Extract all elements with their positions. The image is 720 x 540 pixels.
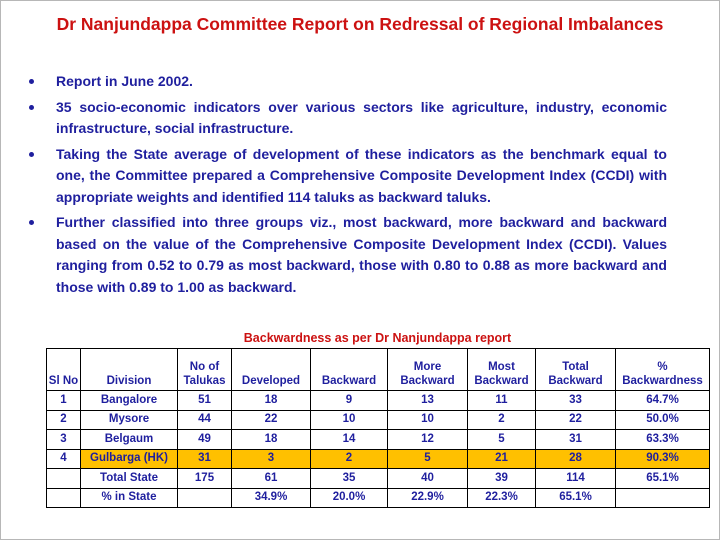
table-row: 3 Belgaum 49 18 14 12 5 31 63.3% — [46, 429, 710, 450]
bullet-text: Further classified into three groups viz… — [56, 214, 667, 295]
table-cell: 65.1% — [615, 468, 710, 489]
table-cell: 3 — [231, 448, 311, 469]
table-cell: 21 — [467, 448, 536, 469]
table-cell: 3 — [46, 429, 81, 450]
table-cell: 5 — [387, 448, 468, 469]
table-cell: 22 — [535, 409, 616, 430]
table-cell: 50.0% — [615, 409, 710, 430]
table-cell: 22 — [231, 409, 311, 430]
column-header: No of Talukas — [177, 348, 232, 391]
table-cell: Mysore — [80, 409, 178, 430]
table-cell: Total State — [80, 468, 178, 489]
table-cell: 90.3% — [615, 448, 710, 469]
column-header: Total Backward — [535, 348, 616, 391]
table-cell: 18 — [231, 390, 311, 411]
table-cell: 34.9% — [231, 487, 311, 508]
table-caption: Backwardness as per Dr Nanjundappa repor… — [243, 331, 512, 345]
table-cell: 2 — [467, 409, 536, 430]
bullet-icon — [29, 151, 34, 157]
slide-title: Dr Nanjundappa Committee Report on Redre… — [56, 14, 664, 34]
column-header: Most Backward — [467, 348, 536, 391]
table-cell: 11 — [467, 390, 536, 411]
table-row: 2 Mysore 44 22 10 10 2 22 50.0% — [46, 409, 710, 430]
table-cell: 2 — [310, 448, 388, 469]
bullet-icon — [29, 79, 34, 84]
column-header: % Backwardness — [615, 348, 710, 391]
table-cell: 10 — [387, 409, 468, 430]
table-cell: Bangalore — [80, 390, 178, 411]
table-header-row: Sl No Division No of Talukas Developed Backw… — [46, 348, 710, 391]
table-cell: 31 — [535, 429, 616, 450]
table-cell: 65.1% — [535, 487, 616, 508]
table-cell — [615, 487, 710, 508]
table-row: 4 Gulbarga (HK) 31 3 2 5 21 28 90.3% — [46, 448, 710, 469]
table-cell: 22.3% — [467, 487, 536, 508]
bullet-item: Report in June 2002. — [29, 71, 667, 93]
bullet-text: Report in June 2002. — [56, 73, 193, 89]
table-row: 1 Bangalore 51 18 9 13 11 33 64.7% — [46, 390, 710, 411]
table-cell: 31 — [177, 448, 232, 469]
bullet-item: Taking the State average of development … — [29, 144, 667, 209]
table-cell: 114 — [535, 468, 616, 489]
table-cell: % in State — [80, 487, 178, 508]
table-cell: 5 — [467, 429, 536, 450]
table-cell: 4 — [46, 448, 81, 469]
table-cell: 1 — [46, 390, 81, 411]
column-header: More Backward — [387, 348, 468, 391]
table-row: % in State 34.9% 20.0% 22.9% 22.3% 65.1% — [46, 487, 710, 508]
table-cell: 20.0% — [310, 487, 388, 508]
table-body: 1 Bangalore 51 18 9 13 11 33 64.7% 2 Mysore 44 22 10 1… — [46, 390, 710, 508]
column-header: Division — [80, 348, 178, 391]
table-cell: 49 — [177, 429, 232, 450]
column-header: Developed — [231, 348, 311, 391]
table-cell: 28 — [535, 448, 616, 469]
table-cell: 51 — [177, 390, 232, 411]
backwardness-table: Sl No Division No of Talukas Developed Backw… — [46, 348, 710, 508]
bullet-text: Taking the State average of development … — [56, 145, 667, 205]
bullet-icon — [29, 220, 34, 225]
table-cell: 13 — [387, 390, 468, 411]
bullet-item: 35 socio-economic indicators over variou… — [29, 97, 667, 140]
table-cell: Gulbarga (HK) — [80, 448, 178, 469]
table-cell: 39 — [467, 468, 536, 489]
table-cell: 40 — [387, 468, 468, 489]
bullet-item: Further classified into three groups viz… — [29, 212, 667, 298]
table-cell: 18 — [231, 429, 311, 450]
table-cell: 33 — [535, 390, 616, 411]
bullet-icon — [29, 104, 34, 110]
table-cell — [177, 487, 232, 508]
table-cell — [46, 468, 81, 489]
table-cell: 175 — [177, 468, 232, 489]
table-cell: 44 — [177, 409, 232, 430]
table-cell: 64.7% — [615, 390, 710, 411]
table-cell: 12 — [387, 429, 468, 450]
table-cell: Belgaum — [80, 429, 178, 450]
table-cell: 10 — [310, 409, 388, 430]
table-cell: 35 — [310, 468, 388, 489]
column-header: Backward — [310, 348, 388, 391]
table-cell: 22.9% — [387, 487, 468, 508]
table-cell — [46, 487, 81, 508]
table-cell: 9 — [310, 390, 388, 411]
table-cell: 61 — [231, 468, 311, 489]
bullet-text: 35 socio-economic indicators over variou… — [56, 98, 667, 137]
column-header: Sl No — [46, 348, 81, 391]
table-cell: 14 — [310, 429, 388, 450]
table-cell: 2 — [46, 409, 81, 430]
table-cell: 63.3% — [615, 429, 710, 450]
table-row: Total State 175 61 35 40 39 114 65.1% — [46, 468, 710, 489]
bullet-list: Report in June 2002. 35 socio-economic in… — [29, 71, 667, 302]
